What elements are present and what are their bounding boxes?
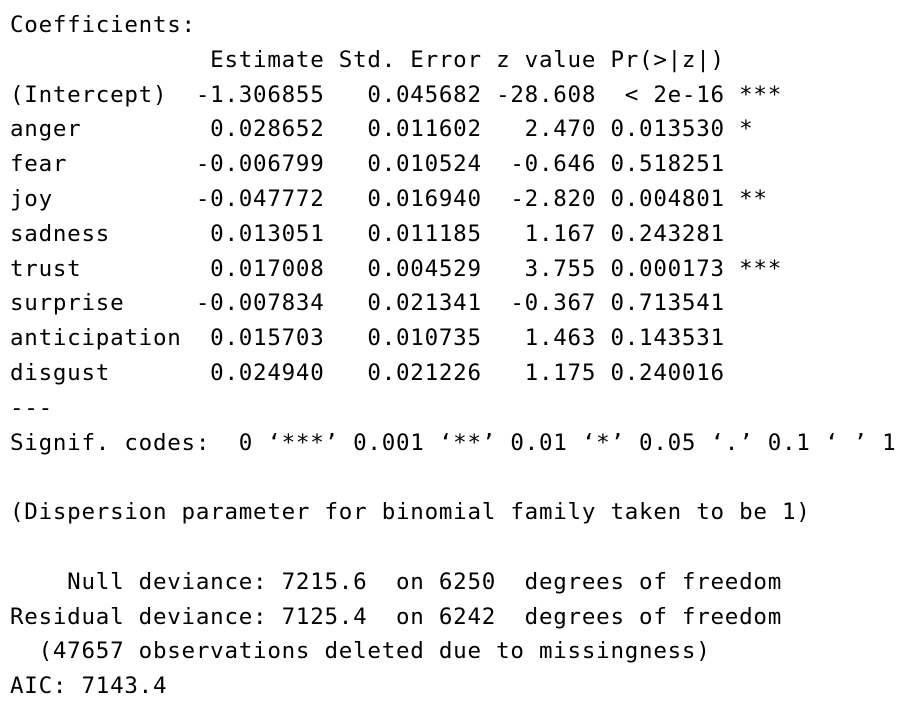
null-deviance-line: Null deviance: 7215.6 on 6250 degrees of… bbox=[10, 568, 782, 595]
coefficients-label: Coefficients: bbox=[10, 12, 196, 38]
blank-line bbox=[10, 530, 915, 565]
dispersion-line: (Dispersion parameter for binomial famil… bbox=[10, 499, 811, 526]
coef-row-sadness: sadness 0.013051 0.011185 1.167 0.243281 bbox=[10, 220, 725, 247]
missingness-line: (47657 observations deleted due to missi… bbox=[10, 638, 711, 665]
coef-row-intercept: (Intercept) -1.306855 0.045682 -28.608 <… bbox=[10, 81, 782, 108]
signif-codes-line: Signif. codes: 0 ‘***’ 0.001 ‘**’ 0.01 ‘… bbox=[10, 429, 897, 456]
residual-deviance-line: Residual deviance: 7125.4 on 6242 degree… bbox=[10, 603, 782, 630]
r-console-output: Coefficients: Estimate Std. Error z valu… bbox=[10, 8, 915, 704]
coef-row-anticipation: anticipation 0.015703 0.010735 1.463 0.1… bbox=[10, 325, 725, 352]
coef-row-joy: joy -0.047772 0.016940 -2.820 0.004801 *… bbox=[10, 185, 768, 212]
coef-row-disgust: disgust 0.024940 0.021226 1.175 0.240016 bbox=[10, 359, 725, 386]
coef-row-trust: trust 0.017008 0.004529 3.755 0.000173 *… bbox=[10, 255, 782, 282]
blank-line bbox=[10, 460, 915, 495]
coef-row-anger: anger 0.028652 0.011602 2.470 0.013530 * bbox=[10, 116, 754, 143]
coef-row-fear: fear -0.006799 0.010524 -0.646 0.518251 bbox=[10, 151, 725, 178]
separator-line: --- bbox=[10, 394, 53, 421]
coefficients-table-header: Estimate Std. Error z value Pr(>|z|) bbox=[10, 46, 725, 73]
aic-line: AIC: 7143.4 bbox=[10, 673, 168, 700]
coef-row-surprise: surprise -0.007834 0.021341 -0.367 0.713… bbox=[10, 290, 725, 317]
